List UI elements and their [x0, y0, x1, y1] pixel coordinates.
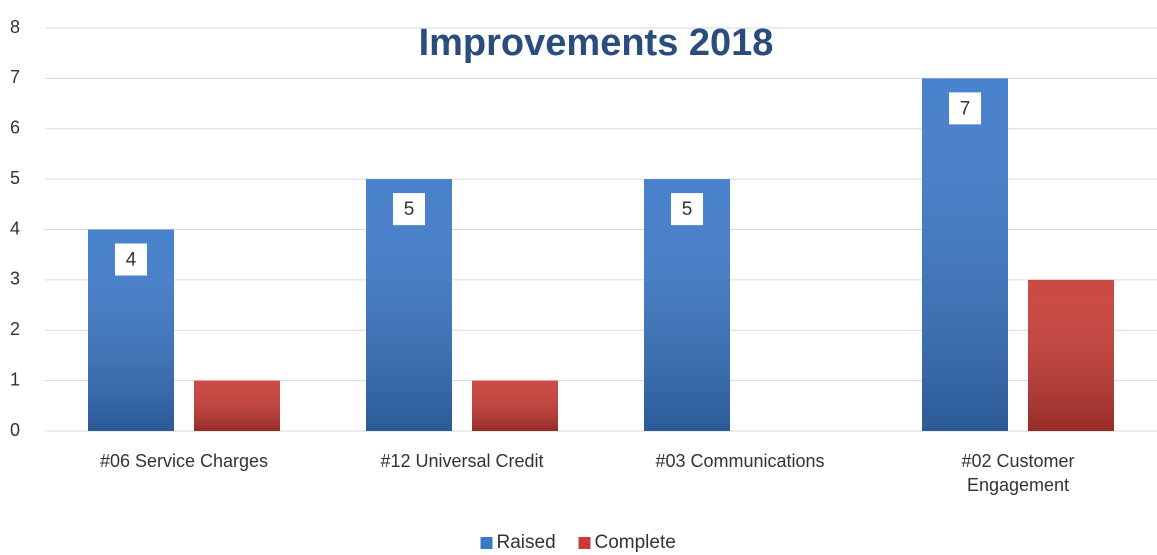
y-tick-label: 0: [10, 420, 20, 440]
legend-swatch: [480, 537, 493, 549]
bar-group: [194, 380, 280, 431]
data-label-box: [671, 193, 703, 226]
bar-group: [1028, 279, 1114, 431]
data-label-box: [115, 243, 147, 276]
bar-group: [922, 78, 1008, 431]
data-label: 4: [126, 250, 137, 271]
data-label-box: [393, 193, 425, 226]
data-label: 5: [404, 199, 415, 220]
bar-group: [472, 380, 558, 431]
chart-title: Improvements 2018: [419, 22, 774, 64]
y-tick-label: 5: [10, 168, 20, 188]
y-tick-label: 3: [10, 269, 20, 289]
y-tick-label: 6: [10, 118, 20, 138]
x-tick-label: #02 Customer Engagement: [961, 451, 1075, 495]
legend-swatch: [578, 537, 591, 549]
x-tick-label: #12 Universal Credit: [380, 451, 544, 471]
y-tick-label: 7: [10, 67, 20, 87]
y-tick-label: 8: [10, 17, 20, 37]
bar-shade: [472, 380, 558, 431]
y-tick-label: 2: [10, 319, 20, 339]
bar-shade: [922, 78, 1008, 431]
x-tick-label: #03 Communications: [655, 451, 825, 471]
bar-shade: [194, 380, 280, 431]
y-tick-label: 4: [10, 218, 20, 238]
x-tick-label: #06 Service Charges: [99, 451, 269, 471]
legend-label: Complete: [595, 532, 676, 553]
bar-group: [366, 179, 452, 431]
data-label: 7: [960, 98, 971, 119]
data-label-box: [949, 92, 981, 125]
bar-shade: [1028, 279, 1114, 431]
y-tick-label: 1: [10, 369, 20, 389]
data-label: 5: [682, 199, 693, 220]
legend-label: Raised: [497, 532, 556, 553]
